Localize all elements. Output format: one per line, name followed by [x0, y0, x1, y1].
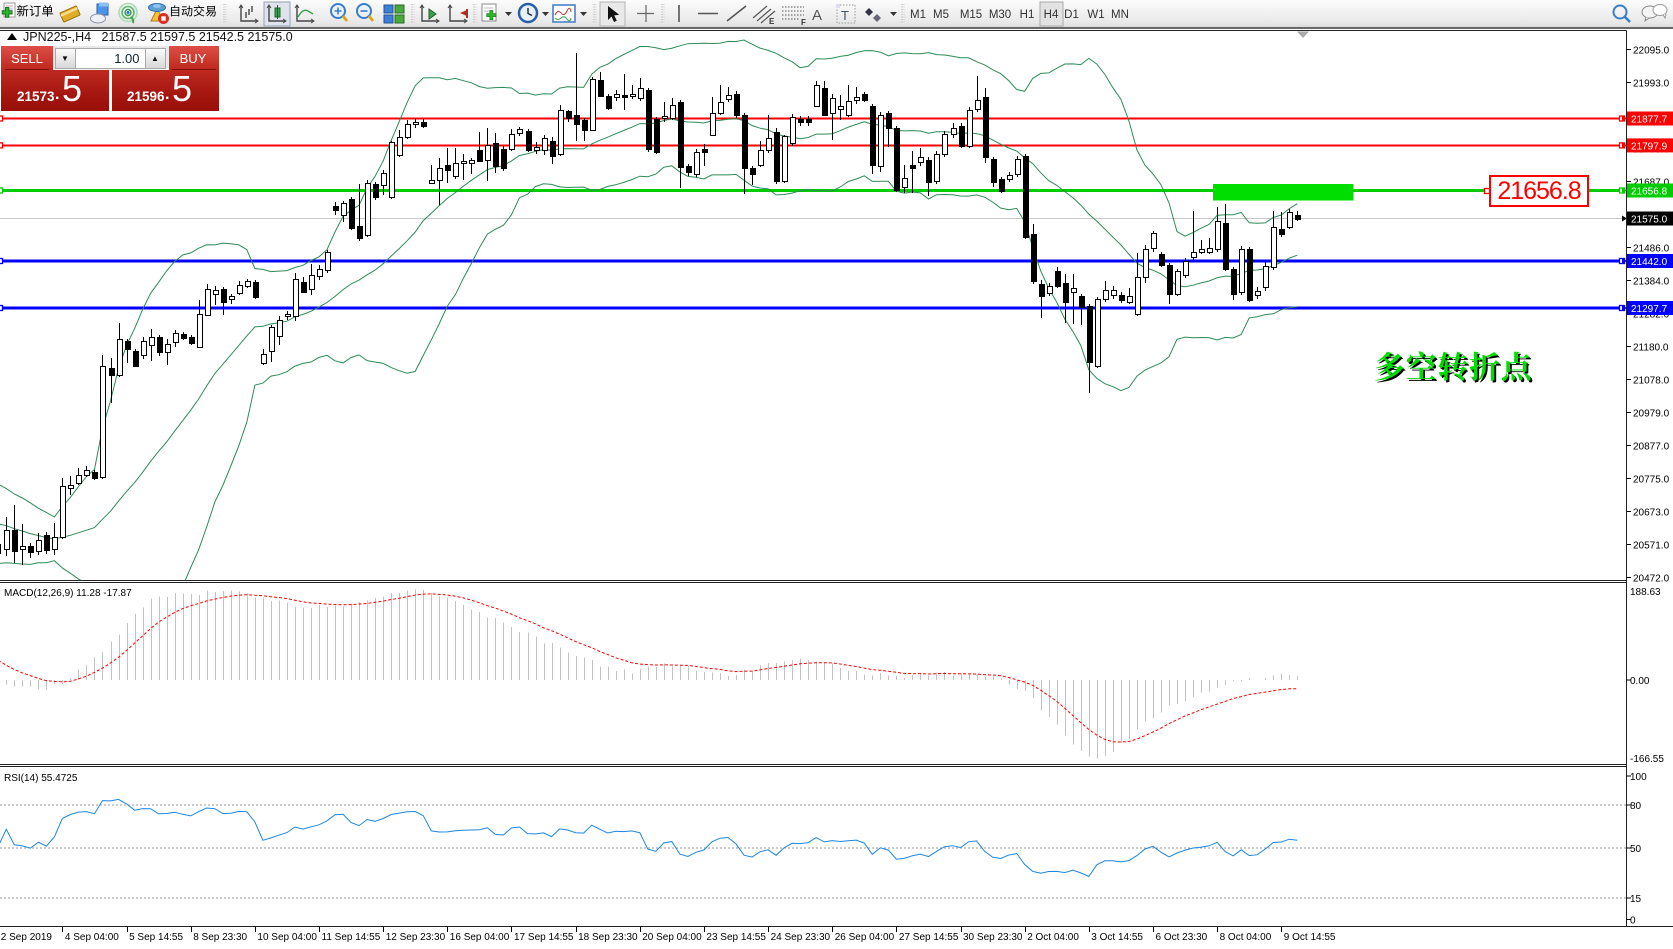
svg-text:20877.0: 20877.0	[1633, 441, 1670, 452]
svg-text:JPN225-,H4 21587.5 21597.5 2: JPN225-,H4 21587.5 21597.5 21542.5 21575…	[23, 30, 293, 44]
svg-text:2 Oct 04:00: 2 Oct 04:00	[1027, 932, 1079, 943]
svg-text:11 Sep 14:55: 11 Sep 14:55	[322, 932, 381, 943]
svg-text:4 Sep 04:00: 4 Sep 04:00	[65, 932, 119, 943]
svg-text:8 Sep 23:30: 8 Sep 23:30	[193, 932, 247, 943]
svg-text:15: 15	[1630, 894, 1642, 905]
svg-text:RSI(14) 55.4725: RSI(14) 55.4725	[4, 773, 78, 784]
svg-text:12 Sep 23:30: 12 Sep 23:30	[386, 932, 446, 943]
svg-text:27 Sep 14:55: 27 Sep 14:55	[899, 932, 959, 943]
svg-text:M15: M15	[960, 9, 982, 21]
svg-text:5 Sep 14:55: 5 Sep 14:55	[129, 932, 183, 943]
svg-text:M1: M1	[910, 9, 926, 21]
svg-text:50: 50	[1630, 844, 1642, 855]
svg-text:2 Sep 2019: 2 Sep 2019	[1, 932, 53, 943]
svg-text:21384.0: 21384.0	[1633, 277, 1670, 288]
svg-text:20775.0: 20775.0	[1633, 474, 1670, 485]
svg-text:0: 0	[1630, 916, 1636, 927]
svg-text:17 Sep 14:55: 17 Sep 14:55	[514, 932, 574, 943]
svg-text:0.00: 0.00	[1630, 676, 1650, 687]
svg-text:21877.7: 21877.7	[1631, 115, 1668, 126]
svg-text:21078.0: 21078.0	[1633, 375, 1670, 386]
svg-text:30 Sep 23:30: 30 Sep 23:30	[963, 932, 1023, 943]
svg-text:H1: H1	[1020, 9, 1035, 21]
svg-text:9 Oct 14:55: 9 Oct 14:55	[1284, 932, 1336, 943]
svg-text:10 Sep 04:00: 10 Sep 04:00	[257, 932, 317, 943]
svg-text:8 Oct 04:00: 8 Oct 04:00	[1220, 932, 1272, 943]
svg-text:E: E	[769, 17, 775, 26]
svg-text:21180.0: 21180.0	[1633, 342, 1669, 353]
svg-text:188.63: 188.63	[1630, 587, 1661, 598]
svg-text:3 Oct 14:55: 3 Oct 14:55	[1091, 932, 1143, 943]
svg-text:16 Sep 04:00: 16 Sep 04:00	[450, 932, 510, 943]
svg-text:20979.0: 20979.0	[1633, 408, 1670, 419]
svg-text:D1: D1	[1064, 9, 1079, 21]
svg-text:A: A	[812, 7, 822, 24]
svg-text:21297.7: 21297.7	[1631, 304, 1668, 315]
svg-text:21575.0: 21575.0	[1631, 215, 1668, 226]
svg-text:6 Oct 23:30: 6 Oct 23:30	[1156, 932, 1208, 943]
svg-text:20472.0: 20472.0	[1633, 573, 1670, 584]
svg-text:22095.0: 22095.0	[1633, 46, 1670, 57]
svg-text:M5: M5	[933, 9, 949, 21]
svg-text:MACD(12,26,9) 11.28 -17.87: MACD(12,26,9) 11.28 -17.87	[4, 588, 132, 599]
svg-text:26 Sep 04:00: 26 Sep 04:00	[835, 932, 895, 943]
svg-text:-166.55: -166.55	[1630, 754, 1664, 765]
svg-text:W1: W1	[1087, 9, 1104, 21]
svg-text:24 Sep 23:30: 24 Sep 23:30	[771, 932, 831, 943]
svg-text:100: 100	[1630, 772, 1647, 783]
svg-text:M30: M30	[989, 9, 1011, 21]
svg-text:MN: MN	[1111, 9, 1129, 21]
svg-text:H4: H4	[1044, 9, 1059, 21]
svg-text:80: 80	[1630, 801, 1642, 812]
svg-text:T: T	[841, 8, 849, 23]
svg-text:21797.9: 21797.9	[1631, 141, 1668, 152]
svg-text:20571.0: 20571.0	[1633, 540, 1670, 551]
svg-text:21442.0: 21442.0	[1631, 257, 1668, 268]
svg-text:23 Sep 14:55: 23 Sep 14:55	[706, 932, 766, 943]
svg-text:F: F	[801, 18, 806, 27]
svg-text:21656.8: 21656.8	[1631, 187, 1668, 198]
svg-text:20673.0: 20673.0	[1633, 507, 1670, 518]
svg-text:21993.0: 21993.0	[1633, 79, 1670, 90]
svg-text:18 Sep 23:30: 18 Sep 23:30	[578, 932, 638, 943]
svg-text:20 Sep 04:00: 20 Sep 04:00	[642, 932, 702, 943]
svg-text:21687.0: 21687.0	[1633, 178, 1670, 189]
svg-text:21486.0: 21486.0	[1633, 244, 1670, 255]
